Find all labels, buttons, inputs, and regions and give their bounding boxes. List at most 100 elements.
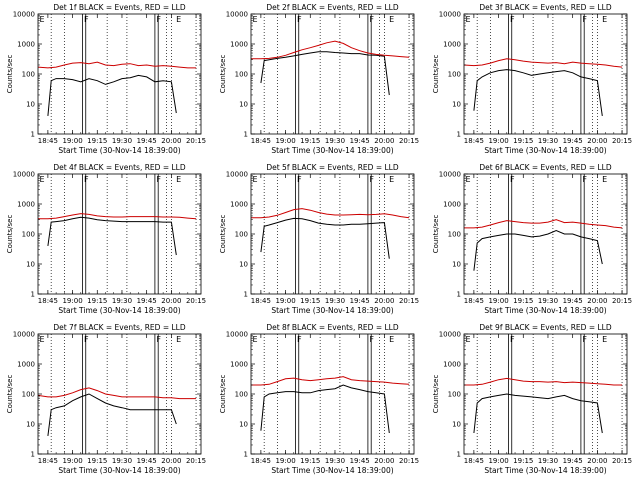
x-tick-label: 19:45 <box>350 457 370 465</box>
x-tick-label: 20:15 <box>186 457 206 465</box>
chart-title: Det 5f BLACK = Events, RED = LLD <box>266 163 399 172</box>
x-axis-label: Start Time (30-Nov-14 18:39:00) <box>484 306 606 315</box>
y-axis-label: Counts/sec <box>6 215 14 254</box>
chart-title: Det 6f BLACK = Events, RED = LLD <box>479 163 612 172</box>
chart-title: Det 8f BLACK = Events, RED = LLD <box>266 323 399 332</box>
y-tick-label: 1 <box>457 291 461 299</box>
x-tick-label: 20:15 <box>186 137 206 145</box>
x-tick-label: 19:45 <box>137 457 157 465</box>
y-tick-label: 10000 <box>226 11 248 19</box>
flag-label: F <box>297 175 302 184</box>
x-tick-label: 19:15 <box>513 457 533 465</box>
y-tick-label: 1000 <box>443 361 461 369</box>
x-tick-label: 19:45 <box>137 297 157 305</box>
flag-label: F <box>582 175 587 184</box>
y-tick-label: 100 <box>448 71 461 79</box>
lld-series-line <box>251 208 410 219</box>
x-tick-label: 20:15 <box>399 297 419 305</box>
x-tick-label: 18:45 <box>38 297 58 305</box>
plot-frame <box>37 333 202 455</box>
flag-label: E <box>389 175 394 184</box>
flag-label: E <box>40 15 45 24</box>
y-tick-label: 10000 <box>13 171 35 179</box>
x-tick-label: 19:15 <box>300 137 320 145</box>
flag-label: F <box>156 15 161 24</box>
x-tick-label: 19:45 <box>350 137 370 145</box>
y-tick-label: 1000 <box>230 201 248 209</box>
flag-label: E <box>389 15 394 24</box>
chart-panel-6: Det 6f BLACK = Events, RED = LLD E F F E 1 10 1… <box>432 163 632 315</box>
y-tick-label: 100 <box>235 231 248 239</box>
x-tick-label: 19:45 <box>563 297 583 305</box>
flag-label: F <box>84 15 89 24</box>
x-tick-label: 19:15 <box>87 297 107 305</box>
lld-series-line <box>464 377 623 386</box>
x-tick-label: 19:00 <box>488 457 508 465</box>
y-tick-label: 10 <box>239 421 248 429</box>
flag-label: E <box>389 335 394 344</box>
flag-label: E <box>466 175 471 184</box>
x-tick-label: 20:00 <box>587 457 607 465</box>
y-axis-label: Counts/sec <box>6 55 14 94</box>
flag-label: E <box>602 15 607 24</box>
y-tick-label: 1000 <box>230 361 248 369</box>
y-axis-label: Counts/sec <box>432 375 440 414</box>
y-tick-label: 1000 <box>443 201 461 209</box>
flag-label: F <box>156 335 161 344</box>
x-tick-label: 18:45 <box>251 457 271 465</box>
y-axis-label: Counts/sec <box>432 55 440 94</box>
lld-series-line <box>37 61 197 69</box>
x-tick-label: 20:00 <box>374 297 394 305</box>
x-axis-label: Start Time (30-Nov-14 18:39:00) <box>58 466 180 475</box>
lld-series-line <box>463 58 623 68</box>
y-tick-label: 10 <box>26 101 35 109</box>
x-tick-label: 18:45 <box>251 137 271 145</box>
chart-title: Det 7f BLACK = Events, RED = LLD <box>53 323 186 332</box>
y-tick-label: 100 <box>235 71 248 79</box>
y-tick-label: 1 <box>31 291 35 299</box>
x-tick-label: 19:15 <box>513 137 533 145</box>
y-axis-label: Counts/sec <box>219 215 227 254</box>
x-tick-label: 20:00 <box>587 137 607 145</box>
x-tick-label: 19:45 <box>563 457 583 465</box>
x-tick-label: 20:15 <box>186 297 206 305</box>
flag-label: F <box>510 175 515 184</box>
x-tick-label: 18:45 <box>464 297 484 305</box>
y-tick-label: 1 <box>31 131 35 139</box>
y-tick-label: 10000 <box>439 171 461 179</box>
x-tick-label: 19:45 <box>563 137 583 145</box>
chart-panel-8: Det 8f BLACK = Events, RED = LLD E F F E 1 10 1… <box>219 323 419 475</box>
y-tick-label: 1000 <box>17 361 35 369</box>
chart-panel-1: Det 1f BLACK = Events, RED = LLD E F F E 1 10 1… <box>6 3 206 155</box>
x-axis-label: Start Time (30-Nov-14 18:39:00) <box>271 146 393 155</box>
chart-panel-9: Det 9f BLACK = Events, RED = LLD E F F E 1 10 1… <box>432 323 632 475</box>
x-tick-label: 18:45 <box>251 297 271 305</box>
events-series-line <box>47 393 177 436</box>
x-tick-label: 18:45 <box>464 457 484 465</box>
y-tick-label: 100 <box>448 231 461 239</box>
x-tick-label: 19:15 <box>300 457 320 465</box>
y-tick-label: 1000 <box>230 41 248 49</box>
x-tick-label: 20:15 <box>612 457 632 465</box>
lld-series-line <box>38 213 197 220</box>
flag-label: F <box>297 15 302 24</box>
y-tick-label: 100 <box>235 391 248 399</box>
flag-label: F <box>84 175 89 184</box>
x-axis-label: Start Time (30-Nov-14 18:39:00) <box>271 306 393 315</box>
x-tick-label: 20:00 <box>161 457 181 465</box>
x-tick-label: 20:15 <box>612 137 632 145</box>
flag-label: F <box>582 335 587 344</box>
events-series-line <box>260 217 390 259</box>
events-series-line <box>473 393 603 434</box>
x-tick-label: 19:00 <box>275 457 295 465</box>
y-tick-label: 10 <box>452 261 461 269</box>
x-tick-label: 19:45 <box>137 137 157 145</box>
flag-label: F <box>369 335 374 344</box>
chart-panel-4: Det 4f BLACK = Events, RED = LLD E F F E 1 10 1… <box>6 163 206 315</box>
events-series-line <box>473 69 603 116</box>
y-tick-label: 10000 <box>13 11 35 19</box>
x-tick-label: 19:00 <box>62 297 82 305</box>
y-axis-label: Counts/sec <box>219 375 227 414</box>
x-axis-label: Start Time (30-Nov-14 18:39:00) <box>484 146 606 155</box>
x-tick-label: 20:15 <box>612 297 632 305</box>
